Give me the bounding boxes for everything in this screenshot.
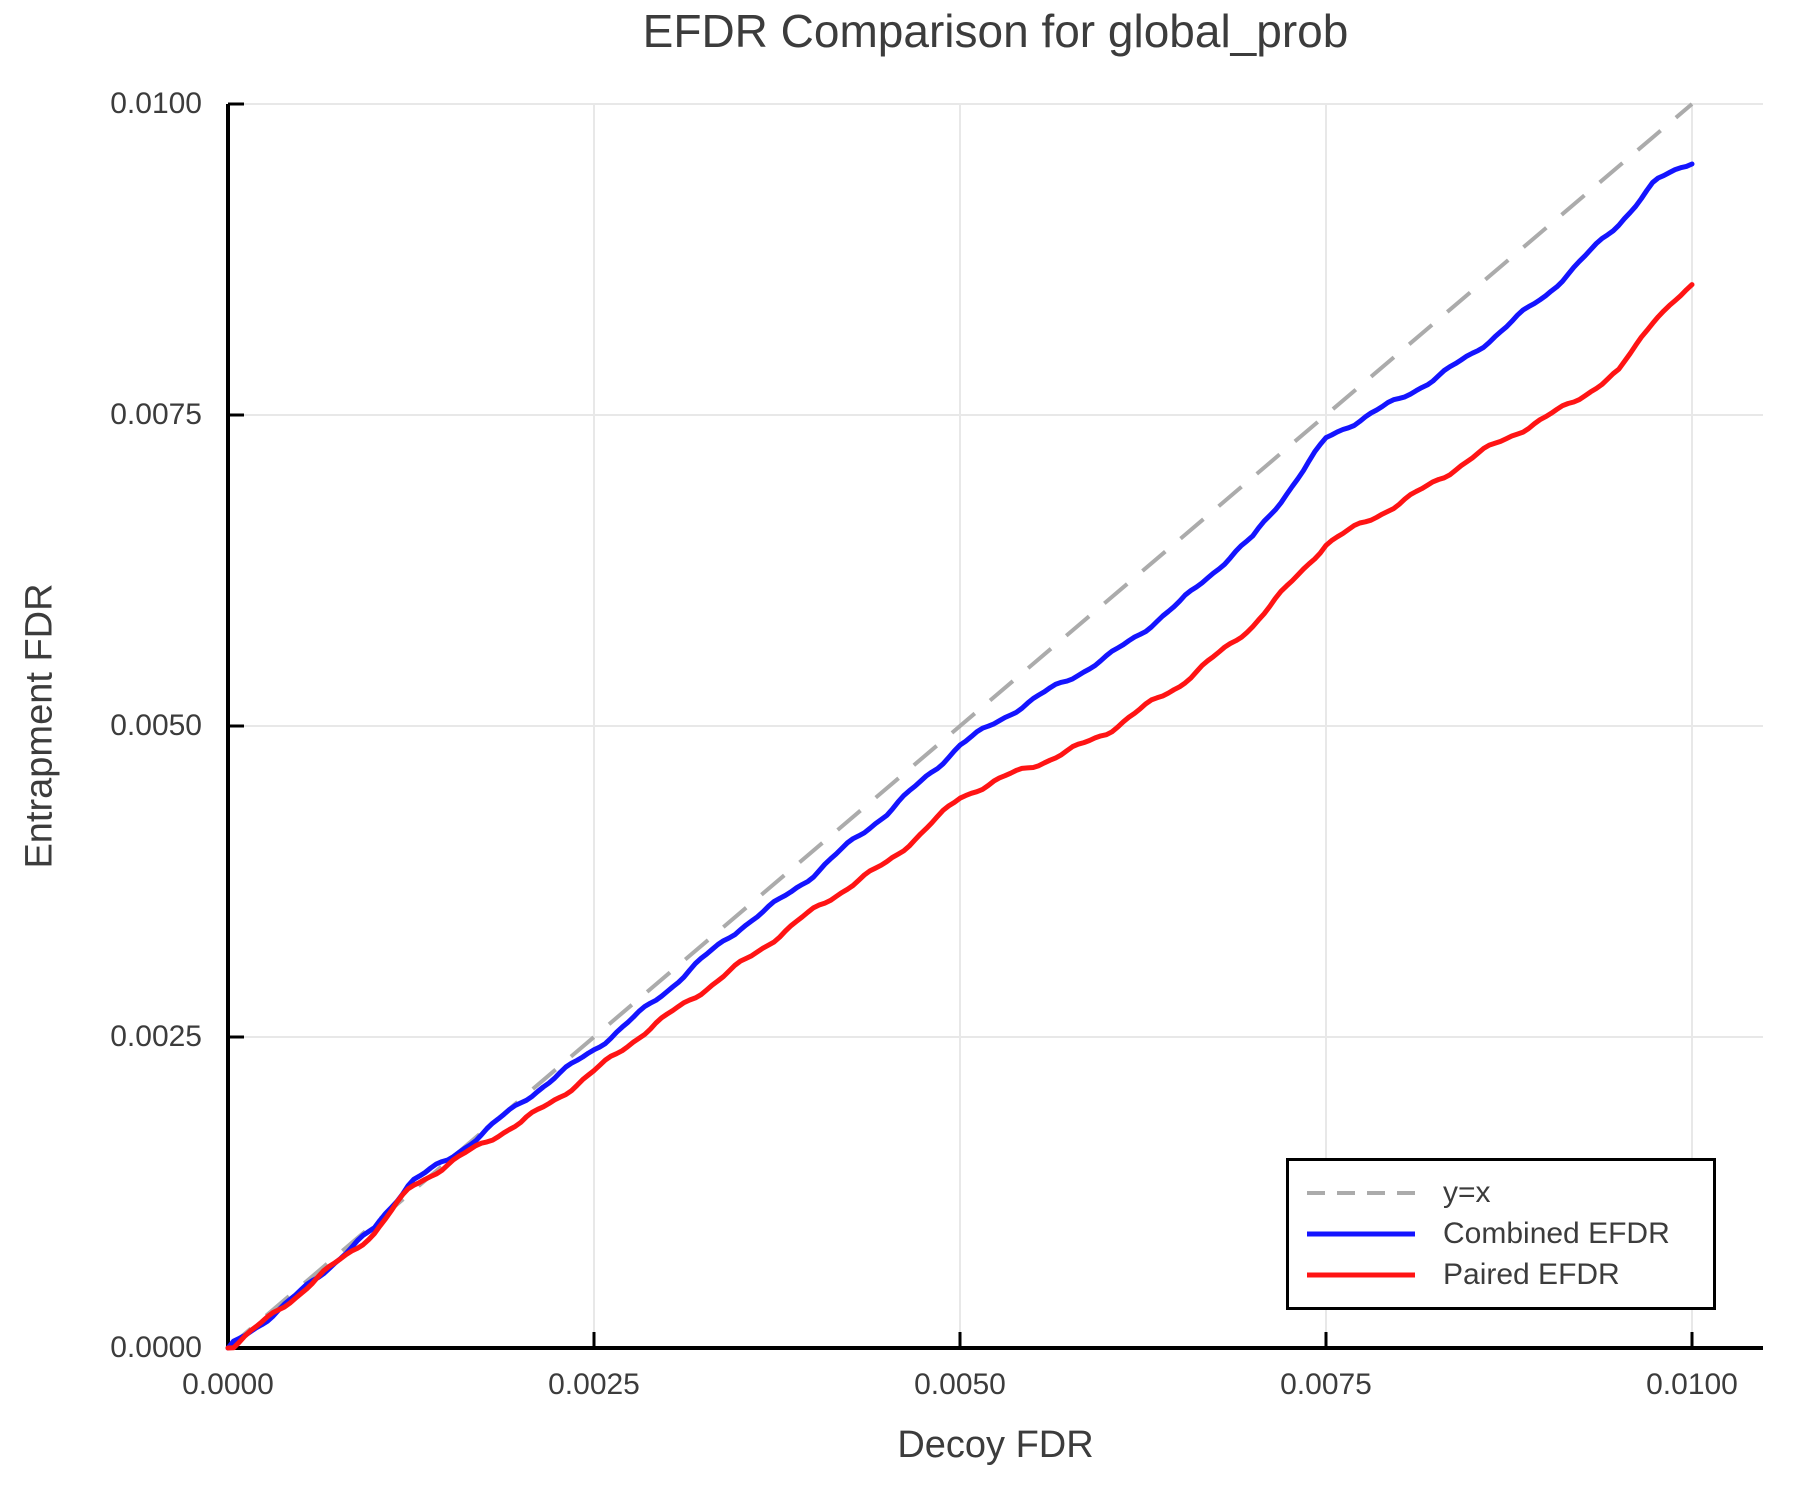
chart-title: EFDR Comparison for global_prob [642,5,1349,57]
x-tick-label: 0.0075 [1280,1368,1372,1401]
x-tick-label: 0.0050 [914,1368,1006,1401]
x-tick-label: 0.0025 [548,1368,640,1401]
legend-item-paired-efdr: Paired EFDR [1289,1255,1713,1296]
legend: y=x Combined EFDR Paired EFDR [1286,1158,1716,1310]
legend-item-combined-efdr: Combined EFDR [1289,1214,1713,1255]
x-axis-label: Decoy FDR [897,1424,1094,1466]
x-tick-label: 0.0000 [182,1368,274,1401]
legend-item-identity: y=x [1289,1173,1713,1214]
y-tick-label: 0.0050 [110,709,202,742]
y-tick-label: 0.0025 [110,1020,202,1053]
y-tick-label: 0.0000 [110,1331,202,1364]
combined-efdr-line-sample-icon [1307,1231,1415,1237]
legend-label: y=x [1443,1176,1491,1209]
y-tick-label: 0.0100 [110,87,202,120]
x-tick-label: 0.0100 [1646,1368,1738,1401]
legend-label: Paired EFDR [1443,1258,1620,1291]
paired-efdr-line [225,282,1695,1351]
y-axis-label: Entrapment FDR [18,583,61,869]
identity-line-sample-icon [1307,1191,1415,1195]
paired-efdr-line-sample-icon [1307,1272,1415,1278]
y-tick-label: 0.0075 [110,398,202,431]
legend-label: Combined EFDR [1443,1217,1670,1250]
combined-efdr-line [225,161,1695,1351]
